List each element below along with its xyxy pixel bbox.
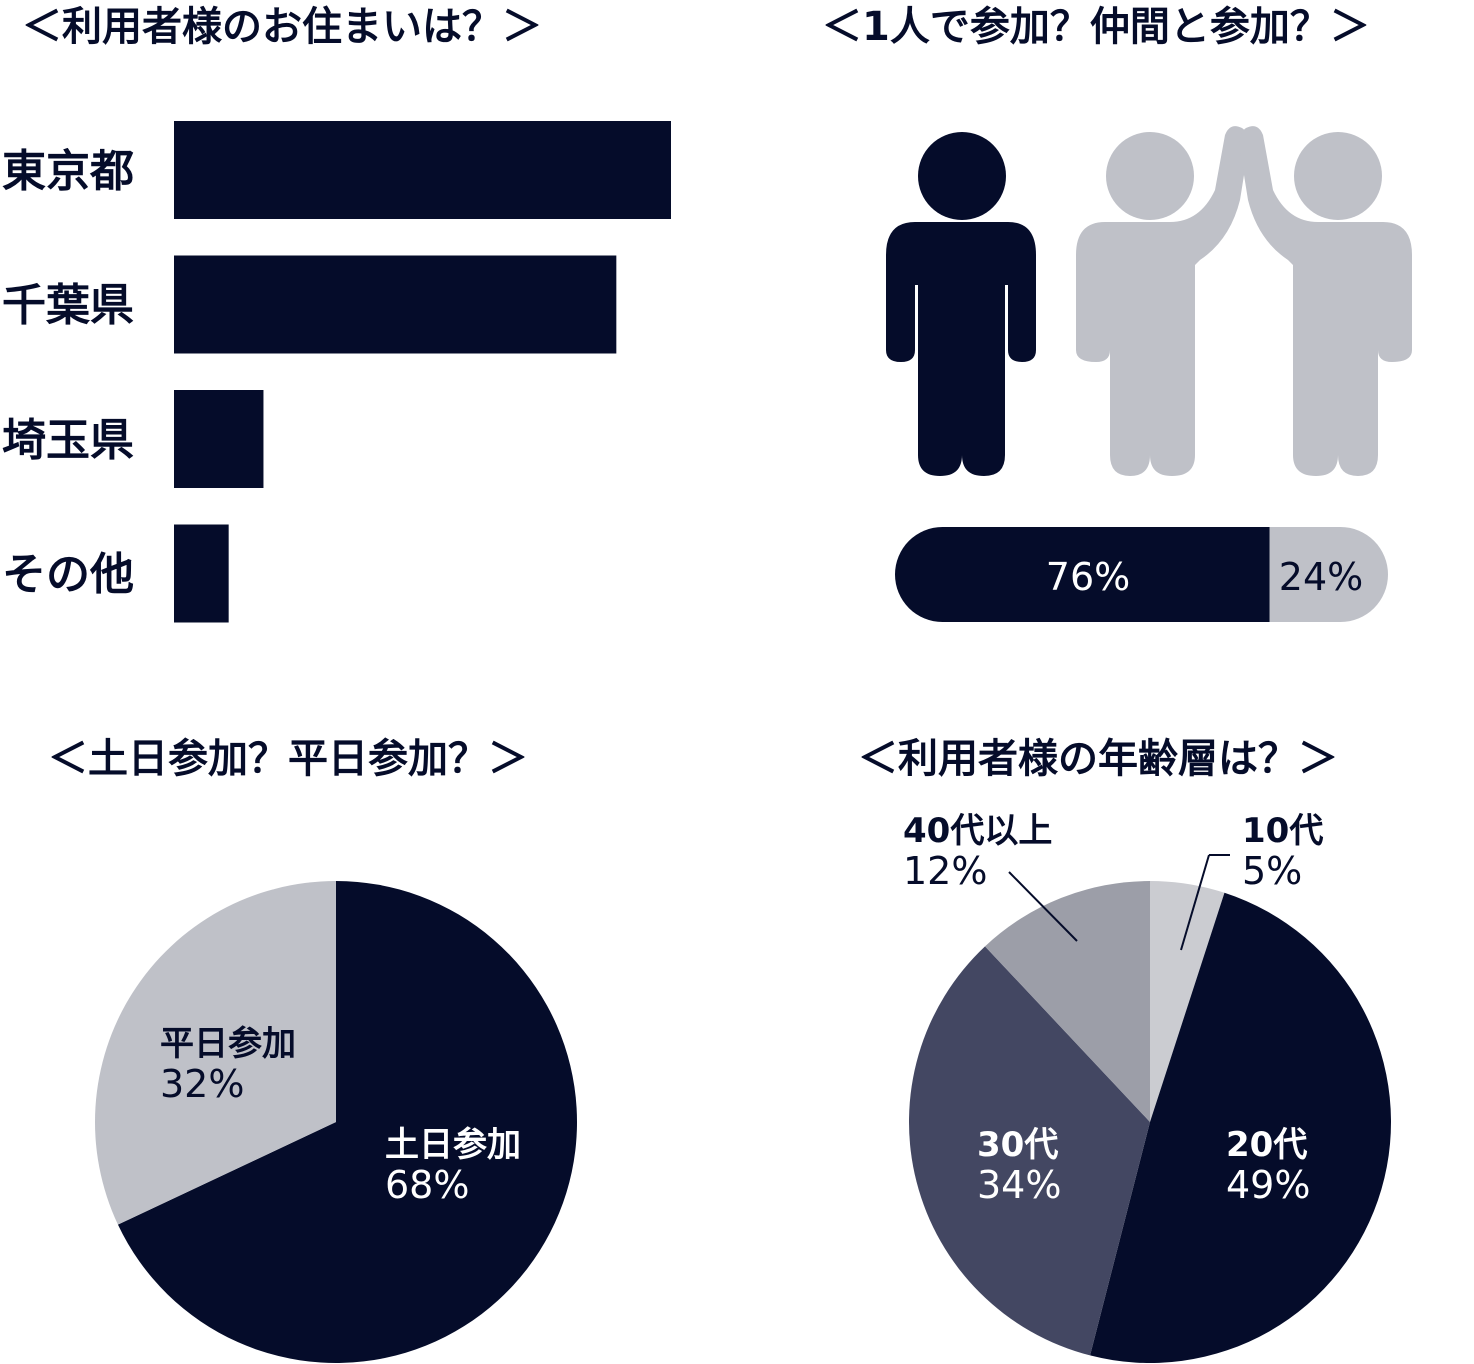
companion-stacked-bar: 76% 24%	[895, 527, 1388, 622]
pie-slice-土日参加	[117, 881, 577, 1364]
slice-label: 20代	[1226, 1125, 1307, 1165]
pie-slice-30代	[909, 946, 1150, 1356]
weekday-title: ＜土日参加？平日参加？＞	[48, 736, 528, 782]
slice-label: 土日参加	[385, 1125, 521, 1165]
stack-segment-0	[895, 527, 1270, 622]
bar-label: 埼玉県	[2, 415, 134, 466]
slice-value: 49%	[1226, 1163, 1310, 1207]
weekday-pie-chart	[94, 881, 577, 1364]
bar-label: その他	[2, 549, 134, 600]
residence-bar-chart: 東京都 千葉県 埼玉県 その他	[2, 121, 671, 623]
leader-line	[1008, 871, 1078, 942]
slice-value: 32%	[160, 1062, 244, 1106]
bar-埼玉県	[174, 390, 264, 488]
bar-label: 東京都	[2, 146, 134, 197]
pie-slice-10代	[1150, 881, 1225, 1122]
slice-label: 30代	[977, 1125, 1058, 1165]
slice-value: 5%	[1242, 849, 1302, 893]
leader-line	[1180, 854, 1210, 951]
bar-その他	[174, 524, 229, 623]
residence-title: ＜利用者様のお住まいは？＞	[22, 4, 542, 50]
slice-value: 34%	[977, 1163, 1061, 1207]
bar-東京都	[174, 121, 671, 219]
pie-slice-20代	[1090, 892, 1392, 1364]
slice-label: 平日参加	[160, 1024, 296, 1064]
pie-slice-40代以上	[985, 881, 1150, 1122]
stack-segment-1	[1269, 527, 1388, 622]
bar-label: 千葉県	[2, 280, 134, 331]
pie-slice-平日参加	[94, 881, 336, 1225]
group-percent-label: 24%	[1279, 555, 1363, 599]
single-person-icon	[886, 132, 1036, 476]
slice-label: 10代	[1242, 811, 1323, 851]
age-pie-chart	[909, 881, 1392, 1364]
slice-value: 12%	[903, 849, 987, 893]
bar-千葉県	[174, 255, 617, 354]
slice-value: 68%	[385, 1163, 469, 1207]
two-people-high-five-icon	[1076, 126, 1412, 477]
slice-label: 40代以上	[903, 811, 1052, 851]
companion-title: ＜1人で参加？仲間と参加？＞	[822, 4, 1370, 50]
age-title: ＜利用者様の年齢層は？＞	[858, 736, 1338, 782]
solo-percent-label: 76%	[1046, 555, 1130, 599]
